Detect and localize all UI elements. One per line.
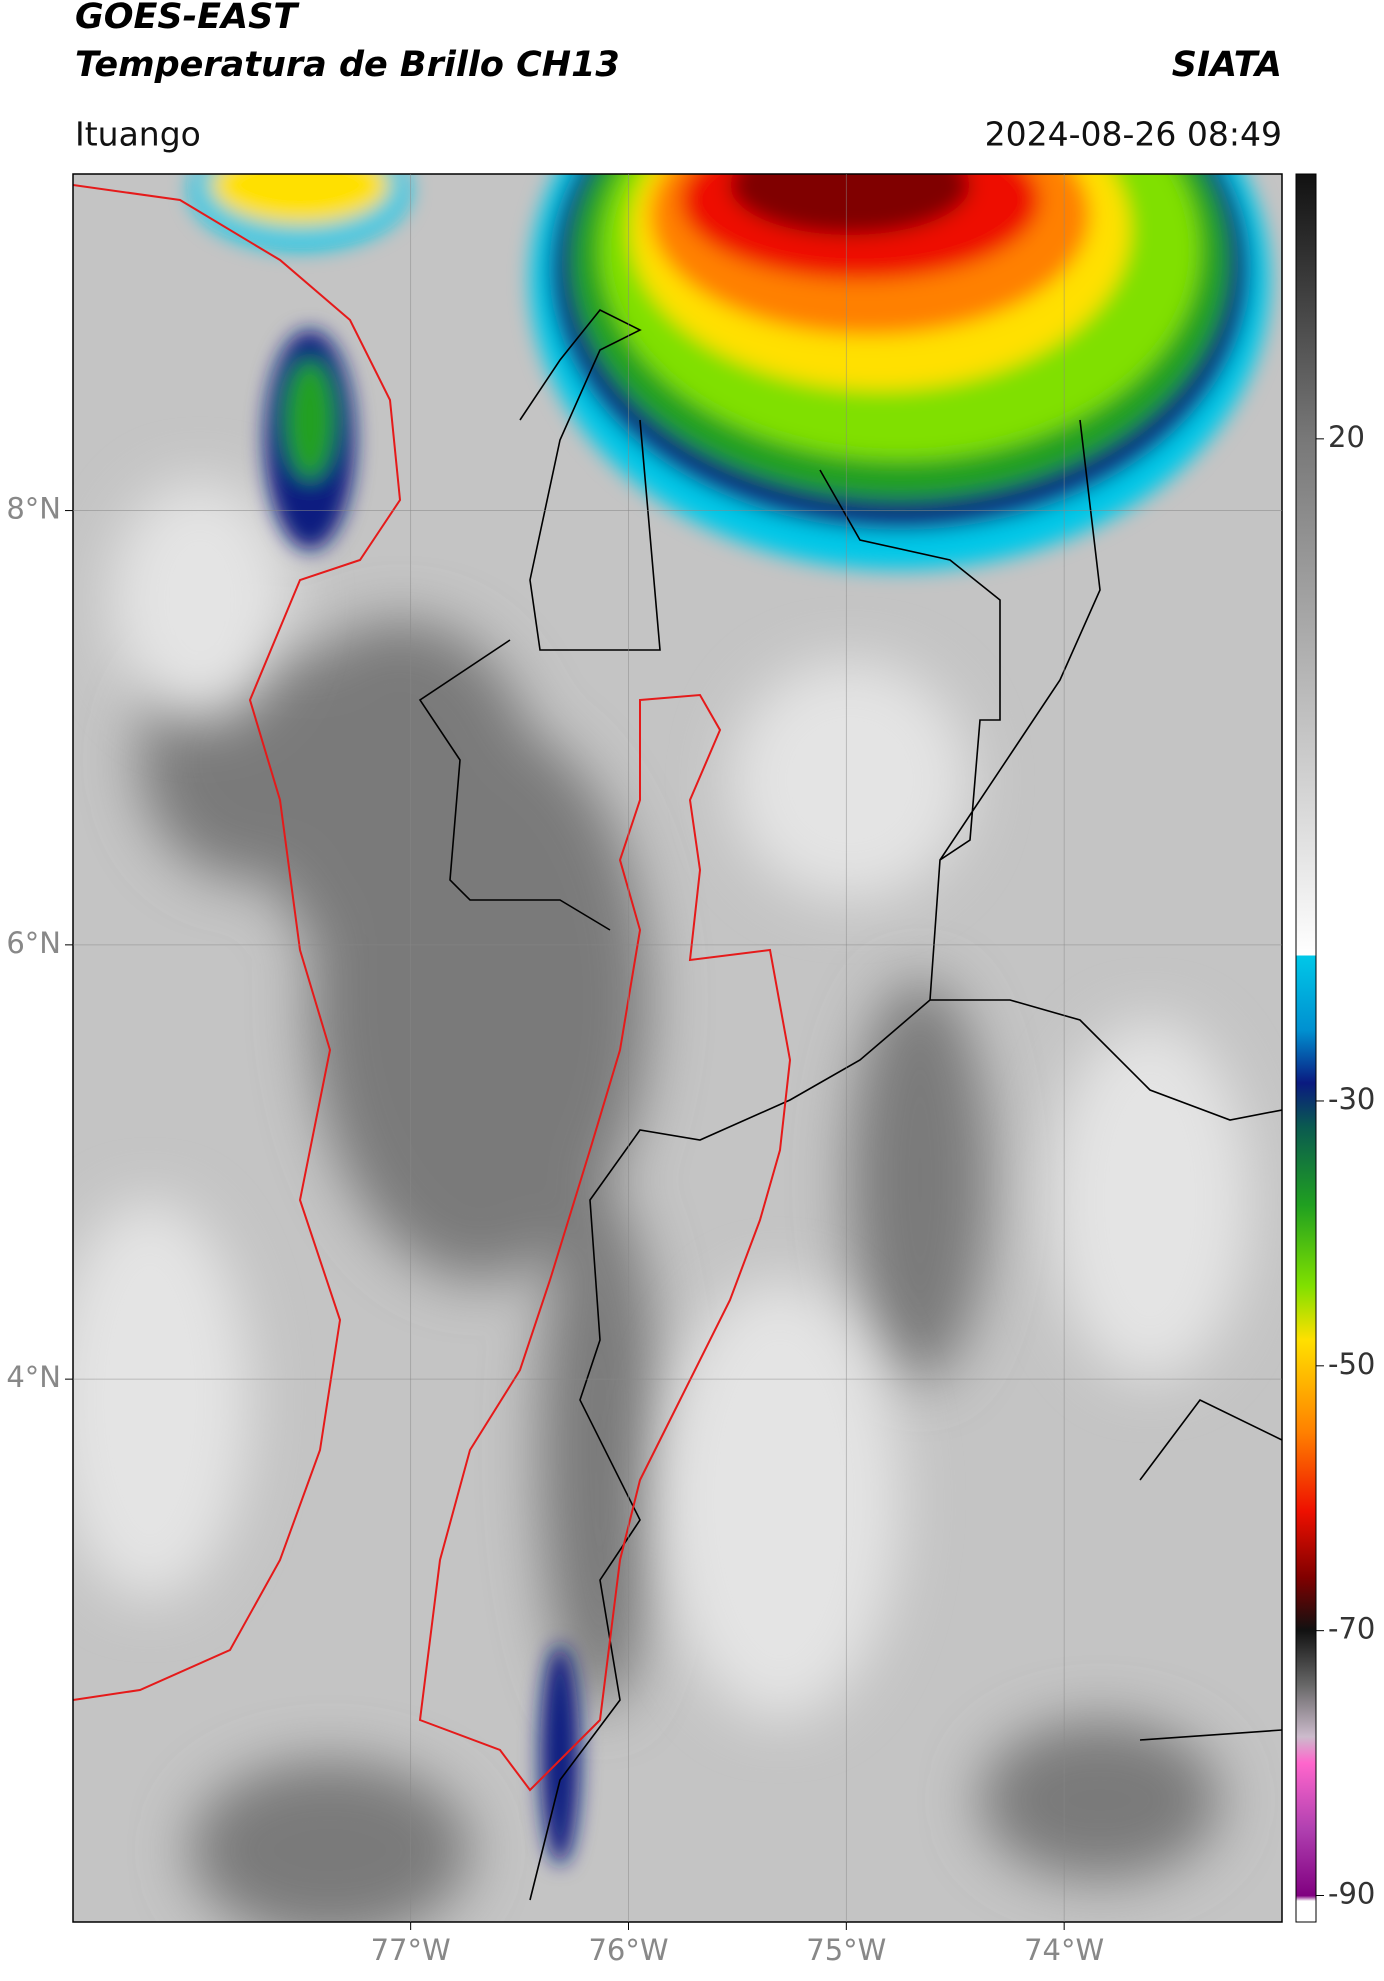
location: Ituango [75,115,201,154]
satellite-image [73,174,1282,1922]
colorbar-tick-label: 20 [1328,420,1365,454]
colorbar [1295,173,1317,1923]
y-tick-label: 8°N [6,492,61,526]
title-line2: Temperatura de Brillo CH13 [75,45,620,85]
colorbar-tick-label: -50 [1328,1347,1375,1381]
colorbar-tick-label: -90 [1328,1877,1375,1911]
y-tick-label: 4°N [6,1360,61,1394]
map-frame [72,173,1283,1923]
x-tick-label: 77°W [371,1933,451,1967]
x-tick-label: 74°W [1024,1933,1104,1967]
title-line1: GOES-EAST [75,0,300,37]
colorbar-tick-label: -30 [1328,1082,1375,1116]
x-tick-label: 75°W [806,1933,886,1967]
source: SIATA [1172,45,1282,85]
x-tick-label: 76°W [588,1933,668,1967]
y-tick-label: 6°N [6,926,61,960]
datetime: 2024-08-26 08:49 [985,115,1282,154]
colorbar-tick-label: -70 [1328,1612,1375,1646]
